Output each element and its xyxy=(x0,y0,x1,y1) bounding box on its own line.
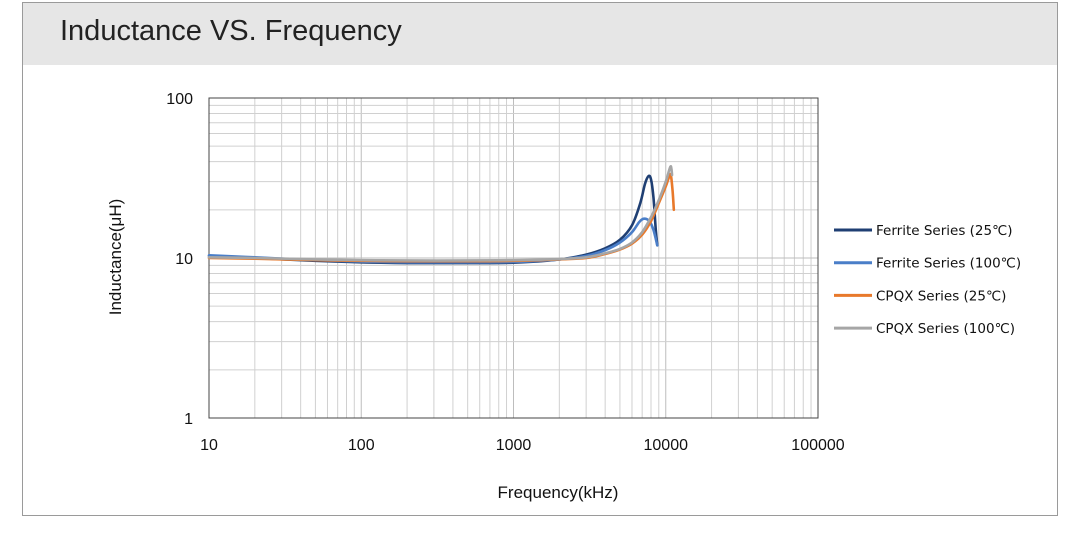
series-line-4 xyxy=(207,165,674,262)
y-tick-label: 1 xyxy=(184,411,193,428)
legend-label: CPQX Series (25℃) xyxy=(876,288,1006,304)
chart-panel: Inductance VS. Frequency xyxy=(22,2,1058,516)
y-axis-label: Inductance(μH) xyxy=(106,199,125,316)
legend-label: Ferrite Series (100℃) xyxy=(876,256,1021,272)
x-tick-label: 100000 xyxy=(791,437,844,454)
x-tick-label: 1000 xyxy=(496,437,532,454)
y-tick-label: 100 xyxy=(166,91,193,108)
y-tick-label: 10 xyxy=(175,251,193,268)
x-tick-label: 10000 xyxy=(644,437,689,454)
x-tick-label: 10 xyxy=(200,437,218,454)
series-line-1 xyxy=(207,174,659,265)
x-axis-label: Frequency(kHz) xyxy=(498,483,619,502)
legend: Ferrite Series (25℃) Ferrite Series (100℃… xyxy=(834,223,1021,337)
series-layer xyxy=(207,165,676,265)
legend-label: Ferrite Series (25℃) xyxy=(876,223,1013,239)
tick-labels: 10 100 1000 10000 100000 1 10 100 xyxy=(166,91,845,454)
title-bar: Inductance VS. Frequency xyxy=(23,3,1057,65)
chart-title: Inductance VS. Frequency xyxy=(60,15,402,47)
x-tick-label: 100 xyxy=(348,437,375,454)
legend-label: CPQX Series (100℃) xyxy=(876,321,1015,337)
